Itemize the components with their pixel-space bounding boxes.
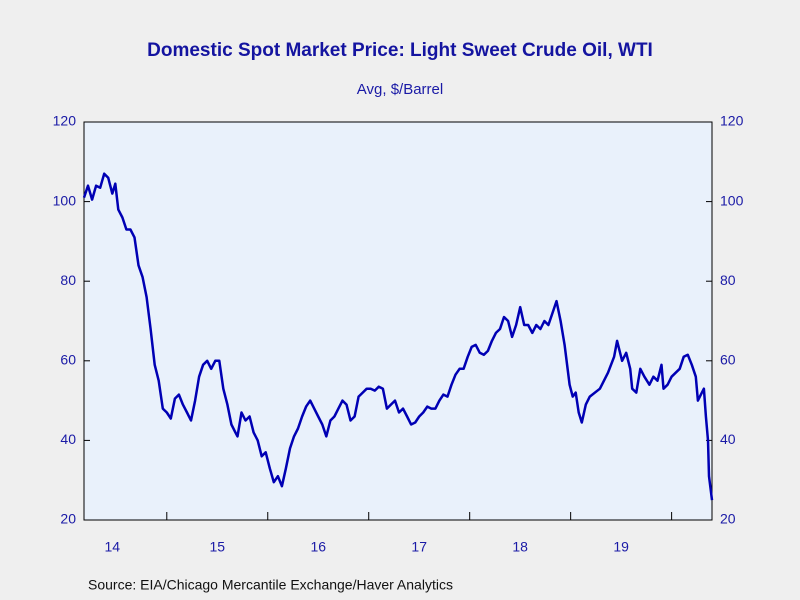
y2-tick-label: 100: [720, 192, 744, 208]
chart-subtitle: Avg, $/Barrel: [357, 81, 443, 98]
y-tick-label: 80: [60, 272, 76, 288]
y2-tick-label: 40: [720, 431, 736, 447]
x-tick-label: 16: [310, 539, 326, 555]
chart-title: Domestic Spot Market Price: Light Sweet …: [147, 40, 653, 61]
x-tick-label: 18: [512, 539, 528, 555]
x-tick-label: 17: [411, 539, 427, 555]
y2-tick-label: 120: [720, 113, 744, 129]
x-tick-label: 14: [104, 539, 120, 555]
y2-tick-label: 80: [720, 272, 736, 288]
y-tick-label: 40: [60, 431, 76, 447]
y2-tick-label: 60: [720, 352, 736, 368]
y2-tick-label: 20: [720, 511, 736, 527]
price-line: [82, 172, 714, 501]
x-tick-label: 19: [613, 539, 629, 555]
y-tick-label: 20: [60, 511, 76, 527]
source-note: Source: EIA/Chicago Mercantile Exchange/…: [88, 577, 453, 593]
y-tick-label: 100: [53, 192, 77, 208]
y-tick-label: 120: [53, 113, 77, 129]
x-tick-label: 15: [209, 539, 225, 555]
plot-area: [83, 121, 713, 521]
y-tick-label: 60: [60, 352, 76, 368]
